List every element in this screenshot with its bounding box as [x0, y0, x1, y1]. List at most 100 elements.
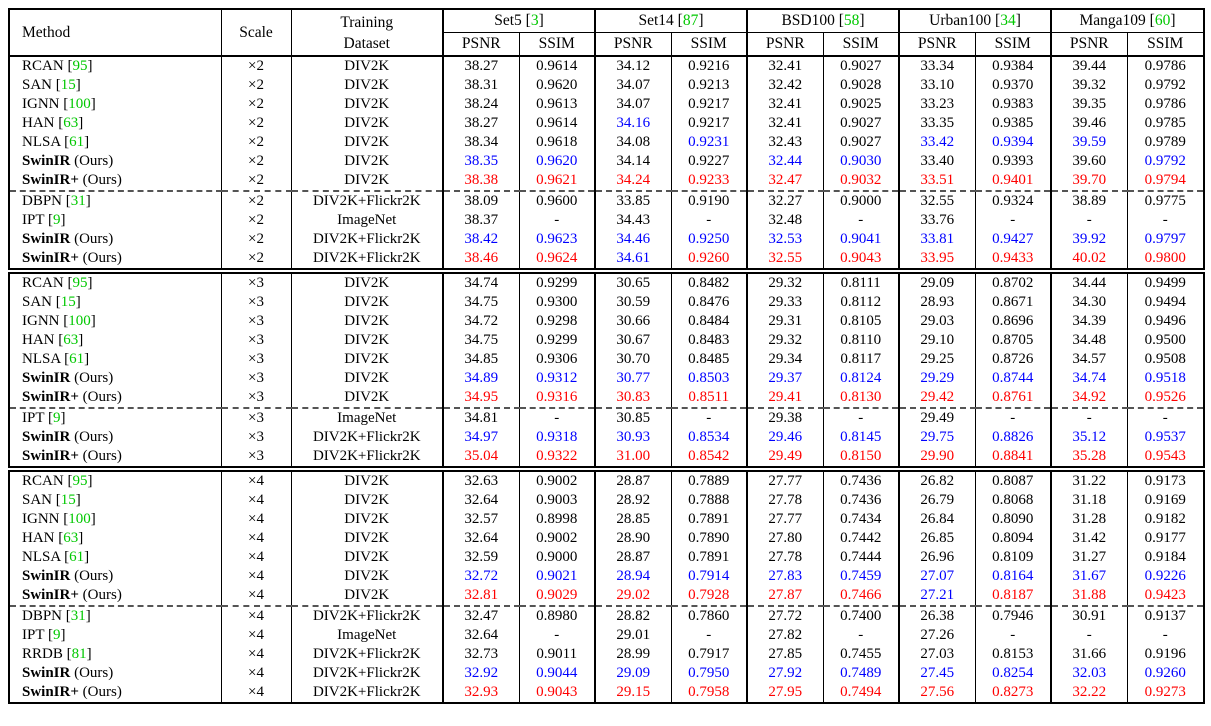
method-name: NLSA	[22, 549, 61, 565]
psnr-cell: 29.49	[747, 447, 824, 469]
psnr-cell: 32.72	[443, 567, 520, 586]
ssim-cell: -	[823, 407, 900, 428]
ssim-cell: 0.9537	[1144, 429, 1186, 445]
ssim-cell: 0.9029	[519, 586, 596, 606]
table-row: IPT [9] ×2 ImageNet 38.37-34.43-32.48-33.76…	[9, 211, 1204, 230]
psnr-cell: 29.37	[747, 369, 824, 388]
method-name: SAN	[22, 294, 53, 310]
psnr-cell: 32.48	[747, 211, 824, 230]
psnr-cell: 32.64	[443, 491, 520, 510]
table-row: IGNN [100] ×4 DIV2K 32.57 0.8998 28.85 0.7891 2…	[9, 510, 1204, 529]
table-body: RCAN [95] ×2 DIV2K 38.27 0.9614 34.12 0.9216 32…	[9, 56, 1205, 703]
citation-link[interactable]: 31	[70, 608, 86, 624]
psnr-cell: 28.94	[595, 567, 672, 586]
method-suffix: (Ours)	[78, 250, 122, 266]
psnr-cell: 34.92	[1051, 388, 1128, 408]
citation-link[interactable]: 63	[63, 115, 79, 131]
ssim-cell: 0.8110	[823, 331, 900, 350]
psnr-cell: 34.95	[443, 388, 520, 408]
psnr-cell: 29.29	[899, 369, 976, 388]
ssim-cell: 0.9543	[1144, 448, 1186, 464]
ssim-cell: -	[975, 211, 1052, 230]
citation-link[interactable]: 100	[68, 96, 91, 112]
method-cell: SwinIR+ (Ours)	[9, 388, 222, 408]
ssim-cell: 0.9231	[671, 133, 748, 152]
ssim-cell: 0.8087	[975, 466, 1052, 491]
psnr-cell: 34.24	[595, 171, 672, 191]
ssim-cell: 0.9306	[519, 350, 596, 369]
citation-link[interactable]: 81	[71, 646, 87, 662]
psnr-cell: 38.34	[443, 133, 520, 152]
citation-bracket-open: [	[838, 12, 844, 29]
method-suffix: (Ours)	[70, 429, 114, 445]
citation-link[interactable]: 61	[69, 549, 85, 565]
psnr-cell: 26.85	[899, 529, 976, 548]
method-cell: SAN [15]	[9, 491, 222, 510]
citation-link[interactable]: 15	[60, 77, 76, 93]
citation-link[interactable]: 9	[52, 410, 61, 426]
method-name: SwinIR+	[22, 172, 79, 188]
method-name: SwinIR	[22, 231, 71, 247]
ssim-cell: -	[975, 626, 1052, 645]
ssim-cell: 0.9792	[1144, 153, 1186, 169]
table-row: SwinIR+ (Ours) ×4 DIV2K+Flickr2K 32.93 0.904…	[9, 683, 1204, 703]
citation-link[interactable]: 58	[843, 12, 860, 29]
citation-link[interactable]: 95	[72, 58, 88, 74]
ssim-cell: 0.9613	[519, 95, 596, 114]
method-name: SwinIR	[22, 429, 71, 445]
psnr-cell: 33.10	[899, 76, 976, 95]
psnr-cell: 27.21	[899, 586, 976, 606]
citation-link[interactable]: 95	[72, 473, 88, 489]
method-name: SAN	[22, 492, 53, 508]
ssim-cell: 0.8542	[671, 447, 748, 469]
psnr-cell: 29.49	[899, 407, 976, 428]
method-cell: IPT [9]	[9, 211, 222, 230]
psnr-cell: 28.82	[595, 605, 672, 626]
citation-link[interactable]: 95	[72, 275, 88, 291]
method-name: IPT	[22, 410, 45, 426]
psnr-cell: 26.82	[899, 466, 976, 491]
ssim-cell: 0.8485	[671, 350, 748, 369]
citation-link[interactable]: 31	[70, 193, 86, 209]
citation-link[interactable]: 3	[530, 12, 539, 29]
citation-link[interactable]: 87	[682, 12, 699, 29]
citation-bracket-close: ]	[85, 193, 91, 209]
ssim-cell: 0.7444	[823, 548, 900, 567]
ssim-cell: -	[1127, 407, 1205, 428]
citation-bracket-close: ]	[87, 58, 93, 74]
ssim-cell: -	[671, 211, 748, 230]
citation-link[interactable]: 63	[63, 332, 79, 348]
ssim-cell: -	[519, 626, 596, 645]
ssim-cell: 0.9614	[519, 56, 596, 76]
ssim-cell: 0.8761	[975, 388, 1052, 408]
psnr-cell: 34.07	[595, 95, 672, 114]
table-row: RRDB [81] ×4 DIV2K+Flickr2K 32.73 0.9011 28.9…	[9, 645, 1204, 664]
psnr-cell: 30.59	[595, 293, 672, 312]
citation-link[interactable]: 34	[1000, 12, 1016, 29]
header-row-metrics: PSNR SSIM PSNR SSIM PSNR SSIM PSNR SSIM PSNR SSIM	[9, 32, 1205, 57]
psnr-cell: 30.67	[595, 331, 672, 350]
table-row: SwinIR (Ours) ×4 DIV2K 32.72 0.9021 28.94 0.79…	[9, 567, 1204, 586]
citation-link[interactable]: 100	[68, 511, 91, 527]
method-name: IGNN	[22, 96, 60, 112]
paper-table-page: Method Scale Training Dataset Set5 [3] Se…	[8, 8, 1206, 704]
method-name: SwinIR+	[22, 587, 79, 603]
citation-link[interactable]: 9	[52, 212, 61, 228]
ssim-cell: 0.8094	[975, 529, 1052, 548]
ssim-cell: 0.7928	[671, 586, 748, 606]
citation-link[interactable]: 61	[69, 134, 85, 150]
citation-link[interactable]: 100	[68, 313, 91, 329]
psnr-cell: 32.03	[1051, 664, 1128, 683]
citation-link[interactable]: 9	[52, 627, 61, 643]
benchmark-header-set14: Set14 [87]	[595, 9, 748, 33]
table-row: RCAN [95] ×3 DIV2K 34.74 0.9299 30.65 0.8482 29…	[9, 268, 1205, 293]
ssim-cell: 0.9299	[519, 331, 596, 350]
citation-link[interactable]: 15	[60, 492, 76, 508]
method-name: SwinIR	[22, 568, 71, 584]
citation-link[interactable]: 61	[69, 351, 85, 367]
scale-cell: ×3	[221, 388, 292, 408]
citation-link[interactable]: 63	[63, 530, 79, 546]
citation-link[interactable]: 60	[1154, 12, 1171, 29]
psnr-cell: 31.67	[1051, 567, 1128, 586]
citation-link[interactable]: 15	[60, 294, 76, 310]
